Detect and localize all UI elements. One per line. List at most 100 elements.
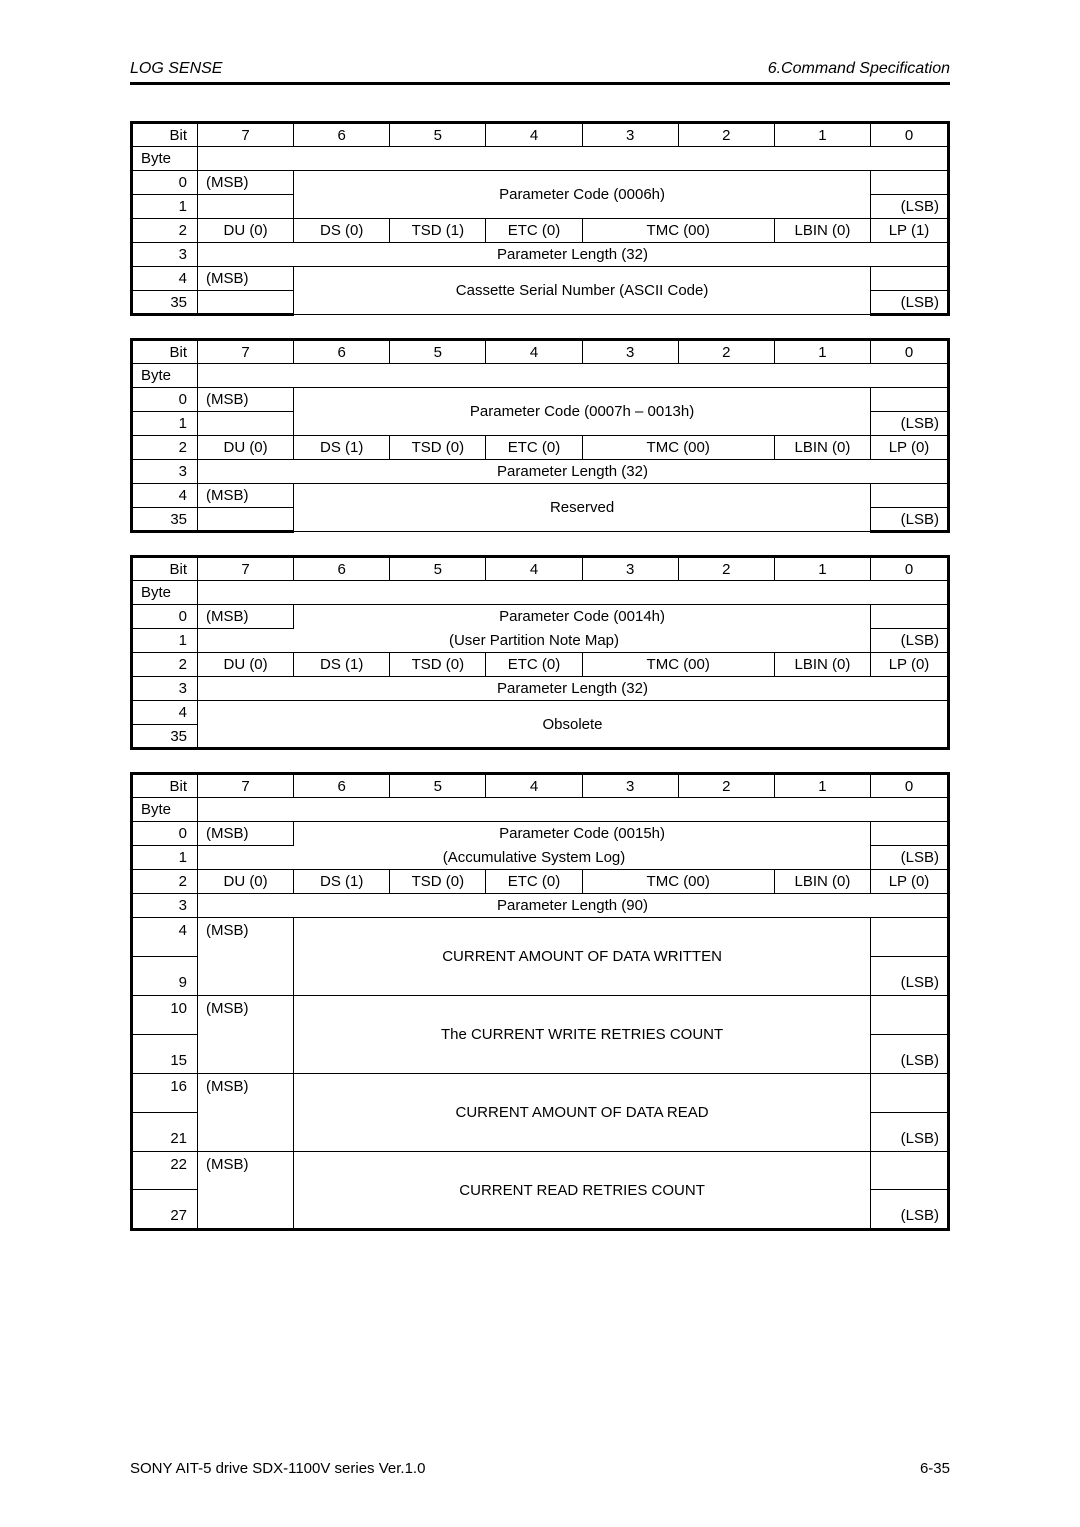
byte-9: 9 [132, 957, 198, 996]
bit-2: 2 [678, 123, 774, 147]
byte-1: 1 [132, 846, 198, 870]
bit-7: 7 [198, 340, 294, 364]
tsd: TSD (0) [390, 653, 486, 677]
bit-4: 4 [486, 123, 582, 147]
ds: DS (1) [294, 653, 390, 677]
cell [871, 1152, 949, 1190]
spacer [198, 798, 949, 822]
lbin: LBIN (0) [774, 219, 870, 243]
byte-0: 0 [132, 388, 198, 412]
param-code: Parameter Code (0007h – 0013h) [294, 388, 871, 436]
byte-label: Byte [132, 581, 198, 605]
plen: Parameter Length (32) [198, 460, 949, 484]
cell [198, 291, 294, 315]
bit-4: 4 [486, 557, 582, 581]
byte-4: 4 [132, 267, 198, 291]
byte-2: 2 [132, 436, 198, 460]
ds: DS (0) [294, 219, 390, 243]
bit-label: Bit [132, 557, 198, 581]
bit-0: 0 [871, 557, 949, 581]
bit-5: 5 [390, 557, 486, 581]
tsd: TSD (0) [390, 870, 486, 894]
byte-21: 21 [132, 1113, 198, 1152]
bit-1: 1 [774, 774, 870, 798]
byte-2: 2 [132, 870, 198, 894]
byte-1: 1 [132, 195, 198, 219]
bit-3: 3 [582, 123, 678, 147]
bit-0: 0 [871, 774, 949, 798]
bit-5: 5 [390, 123, 486, 147]
bit-6: 6 [294, 340, 390, 364]
bit-label: Bit [132, 340, 198, 364]
plen: Parameter Length (32) [198, 677, 949, 701]
msb: (MSB) [198, 918, 294, 957]
byte-35: 35 [132, 508, 198, 532]
field-data-written: CURRENT AMOUNT OF DATA WRITTEN [294, 918, 871, 996]
msb: (MSB) [198, 484, 294, 508]
etc: ETC (0) [486, 436, 582, 460]
tmc: TMC (00) [582, 870, 774, 894]
tsd: TSD (1) [390, 219, 486, 243]
lsb: (LSB) [871, 195, 949, 219]
bit-2: 2 [678, 340, 774, 364]
byte-16: 16 [132, 1074, 198, 1113]
table-0007h: Bit 7 6 5 4 3 2 1 0 Byte 0 (MSB) Paramet… [130, 338, 950, 533]
bit-4: 4 [486, 774, 582, 798]
byte-4: 4 [132, 701, 198, 725]
spacer [198, 581, 949, 605]
cell [871, 996, 949, 1035]
bit-label: Bit [132, 123, 198, 147]
lsb: (LSB) [871, 291, 949, 315]
bit-7: 7 [198, 774, 294, 798]
byte-10: 10 [132, 996, 198, 1035]
bit-6: 6 [294, 557, 390, 581]
footer-right: 6-35 [920, 1460, 950, 1477]
du: DU (0) [198, 870, 294, 894]
byte-35: 35 [132, 725, 198, 749]
msb: (MSB) [198, 1074, 294, 1113]
tmc: TMC (00) [582, 219, 774, 243]
etc: ETC (0) [486, 870, 582, 894]
cell [871, 1074, 949, 1113]
byte-4: 4 [132, 484, 198, 508]
cell [871, 388, 949, 412]
bit-5: 5 [390, 340, 486, 364]
plen: Parameter Length (90) [198, 894, 949, 918]
byte-15: 15 [132, 1035, 198, 1074]
cell [871, 484, 949, 508]
lbin: LBIN (0) [774, 870, 870, 894]
du: DU (0) [198, 653, 294, 677]
byte-27: 27 [132, 1190, 198, 1230]
page: LOG SENSE 6.Command Specification Bit 7 … [0, 0, 1080, 1527]
cell [871, 605, 949, 629]
bit-3: 3 [582, 557, 678, 581]
ds: DS (1) [294, 436, 390, 460]
byte-0: 0 [132, 605, 198, 629]
page-footer: SONY AIT-5 drive SDX-1100V series Ver.1.… [130, 1460, 950, 1477]
msb: (MSB) [198, 822, 294, 846]
tsd: TSD (0) [390, 436, 486, 460]
bit-1: 1 [774, 557, 870, 581]
lp: LP (0) [871, 436, 949, 460]
bit-6: 6 [294, 774, 390, 798]
lp: LP (0) [871, 653, 949, 677]
reserved: Reserved [294, 484, 871, 532]
header-rule [130, 82, 950, 85]
cell [871, 918, 949, 957]
field-write-retries: The CURRENT WRITE RETRIES COUNT [294, 996, 871, 1074]
byte-label: Byte [132, 798, 198, 822]
lp: LP (1) [871, 219, 949, 243]
msb: (MSB) [198, 388, 294, 412]
byte-35: 35 [132, 291, 198, 315]
byte-label: Byte [132, 147, 198, 171]
table-0006h: Bit 7 6 5 4 3 2 1 0 Byte 0 (MSB) Paramet… [130, 121, 950, 316]
bit-2: 2 [678, 557, 774, 581]
byte-22: 22 [132, 1152, 198, 1190]
bit-3: 3 [582, 774, 678, 798]
field-read-retries: CURRENT READ RETRIES COUNT [294, 1152, 871, 1230]
table-0015h: Bit 7 6 5 4 3 2 1 0 Byte 0 (MSB) Paramet… [130, 772, 950, 1231]
cell [198, 412, 294, 436]
data-field: Cassette Serial Number (ASCII Code) [294, 267, 871, 315]
table-0014h: Bit 7 6 5 4 3 2 1 0 Byte 0 (MSB) Paramet… [130, 555, 950, 750]
msb: (MSB) [198, 1152, 294, 1190]
